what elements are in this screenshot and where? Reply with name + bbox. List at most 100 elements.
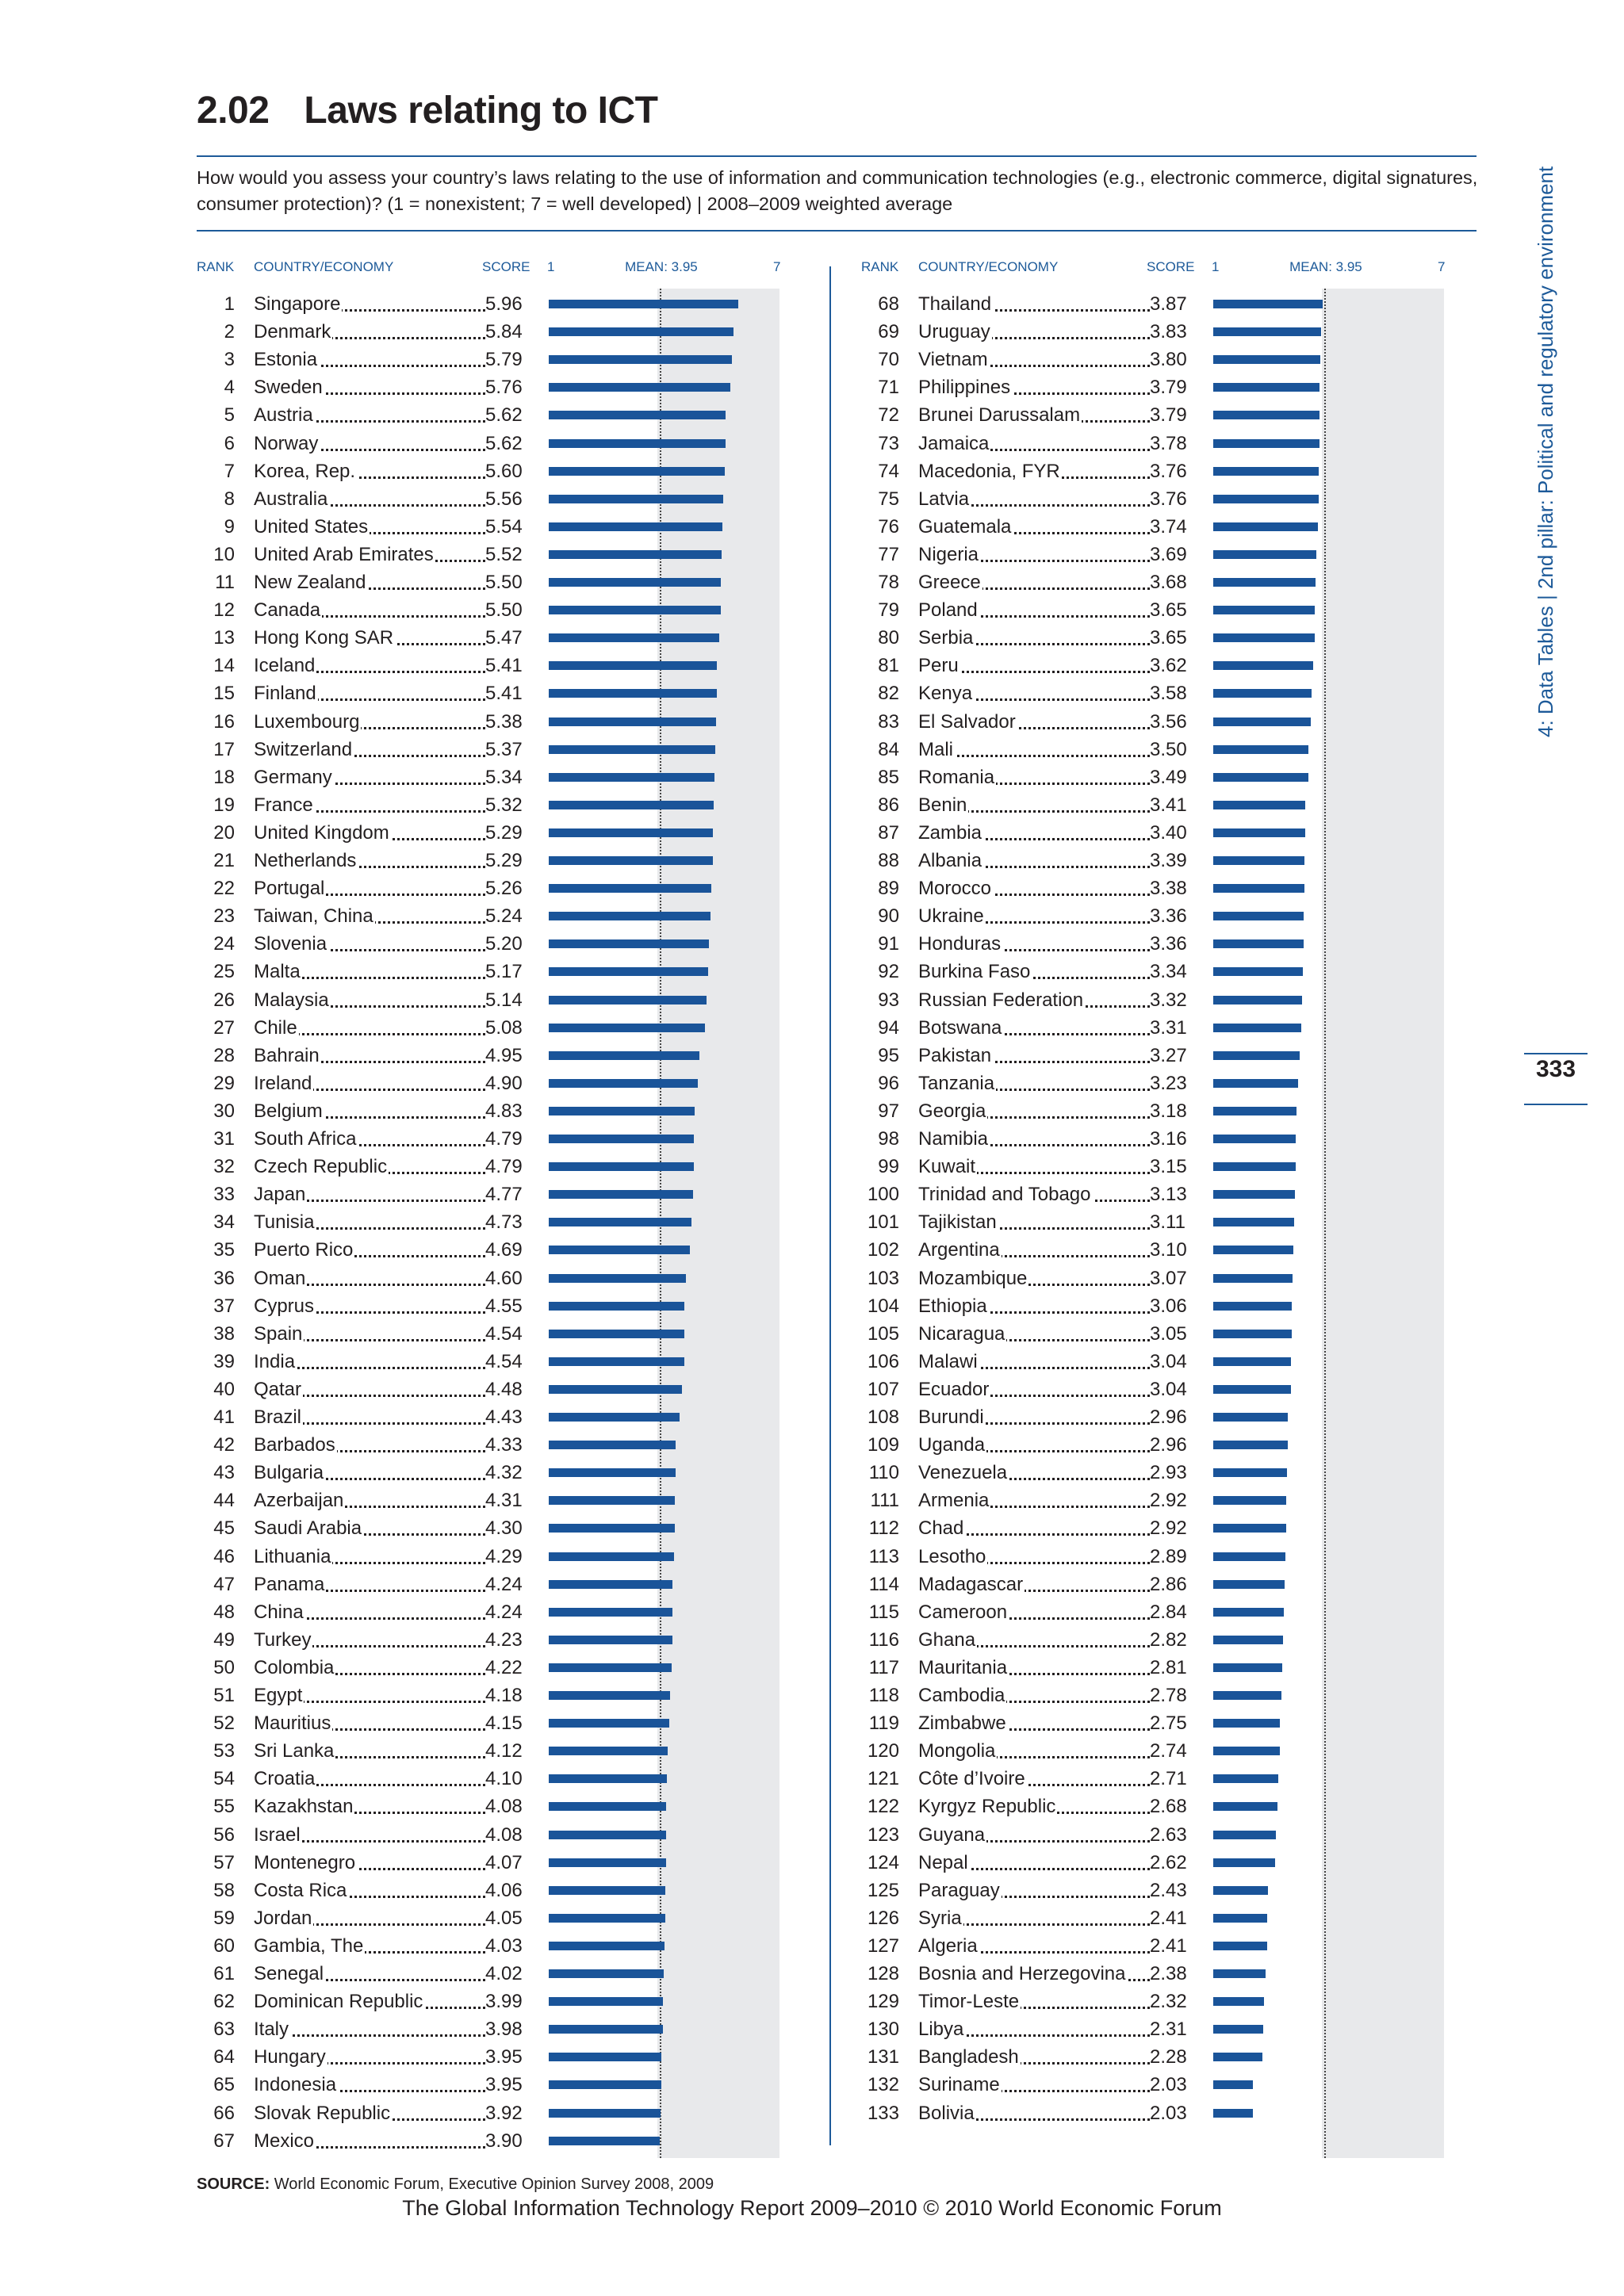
score-cell: 5.62 <box>485 404 523 427</box>
rank-cell: 1 <box>224 293 235 315</box>
score-cell: 4.32 <box>485 1462 523 1484</box>
country-name: Nepal <box>918 1851 970 1873</box>
country-name: Macedonia, FYR <box>918 460 1062 482</box>
country-name: South Africa <box>254 1128 358 1150</box>
table-row: 26 Malaysia 5.14 <box>197 986 779 1014</box>
table-row: 41 Brazil 4.43 <box>197 1403 779 1431</box>
country-name: Czech Republic <box>254 1156 389 1178</box>
score-bar <box>1213 1774 1279 1784</box>
country-cell: Honduras <box>918 930 1150 958</box>
table-row: 110 Venezuela 2.93 <box>861 1459 1444 1487</box>
table-row: 84 Mali 3.50 <box>861 736 1444 763</box>
country-cell: Lesotho <box>918 1543 1150 1571</box>
score-cell: 5.76 <box>485 377 523 399</box>
country-name: Kazakhstan <box>254 1796 355 1818</box>
score-cell: 5.29 <box>485 850 523 871</box>
score-bar <box>549 717 716 726</box>
table-row: 128 Bosnia and Herzegovina 2.38 <box>861 1960 1444 1988</box>
score-bar <box>1213 1078 1299 1088</box>
header-score: SCORE <box>482 259 530 274</box>
country-name: Serbia <box>918 627 975 649</box>
score-cell: 3.34 <box>1150 961 1187 983</box>
header-country: COUNTRY/ECONOMY <box>918 259 1059 274</box>
table-row: 85 Romania 3.49 <box>861 763 1444 791</box>
score-bar <box>549 549 722 559</box>
country-cell: United Arab Emirates <box>254 541 485 568</box>
country-cell: Georgia <box>918 1097 1150 1125</box>
country-cell: Senegal <box>254 1960 485 1988</box>
table-row: 11 New Zealand 5.50 <box>197 568 779 596</box>
country-name: Norway <box>254 432 320 454</box>
score-bar <box>549 411 726 420</box>
country-name: Taiwan, China <box>254 905 375 928</box>
rank-cell: 122 <box>867 1796 899 1818</box>
country-name: Jamaica <box>918 432 991 454</box>
rank-cell: 95 <box>878 1044 899 1066</box>
rank-cell: 40 <box>213 1378 235 1400</box>
table-row: 10 United Arab Emirates 5.52 <box>197 541 779 568</box>
country-name: Kuwait <box>918 1156 978 1178</box>
rank-cell: 9 <box>224 515 235 538</box>
score-bar <box>1213 2025 1264 2034</box>
source-text: World Economic Forum, Executive Opinion … <box>270 2175 714 2193</box>
rank-cell: 108 <box>867 1406 899 1428</box>
country-cell: Timor-Leste <box>918 1988 1150 2015</box>
country-name: Suriname <box>918 2074 1002 2096</box>
rank-cell: 44 <box>213 1490 235 1512</box>
country-cell: Cyprus <box>254 1292 485 1320</box>
country-name: Nicaragua <box>918 1322 1007 1345</box>
table-row: 66 Slovak Republic 3.92 <box>197 2099 779 2127</box>
score-cell: 3.31 <box>1150 1016 1187 1039</box>
score-bar <box>1213 1830 1276 1839</box>
rank-cell: 62 <box>213 1991 235 2013</box>
rank-cell: 118 <box>868 1685 899 1706</box>
header-mean: MEAN: 3.95 <box>625 259 698 274</box>
country-name: Malawi <box>918 1350 979 1372</box>
score-cell: 2.43 <box>1150 1879 1187 1901</box>
table-row: 49 Turkey 4.23 <box>197 1626 779 1654</box>
score-bar <box>1213 717 1312 726</box>
country-name: Turkey <box>254 1628 313 1651</box>
table-row: 126 Syria 2.41 <box>861 1904 1444 1932</box>
country-cell: United States <box>254 513 485 541</box>
score-cell: 5.50 <box>485 599 523 622</box>
country-name: Ethiopia <box>918 1295 989 1317</box>
score-cell: 4.33 <box>485 1434 523 1456</box>
country-name: Vietnam <box>918 349 990 371</box>
score-cell: 2.81 <box>1150 1656 1187 1678</box>
rank-cell: 129 <box>867 1991 899 2013</box>
country-name: Sri Lanka <box>254 1740 336 1762</box>
score-cell: 3.49 <box>1150 766 1187 788</box>
rank-cell: 81 <box>878 655 899 677</box>
rank-cell: 107 <box>867 1378 899 1400</box>
table-row: 59 Jordan 4.05 <box>197 1904 779 1932</box>
country-cell: Kazakhstan <box>254 1793 485 1820</box>
country-cell: Colombia <box>254 1654 485 1682</box>
country-cell: Indonesia <box>254 2071 485 2099</box>
table-row: 19 France 5.32 <box>197 791 779 819</box>
country-cell: Tunisia <box>254 1208 485 1236</box>
score-bar <box>1213 411 1320 420</box>
score-cell: 5.17 <box>485 961 523 983</box>
country-cell: Czech Republic <box>254 1153 485 1181</box>
country-name: Burkina Faso <box>918 961 1032 983</box>
country-name: Syria <box>918 1907 963 1929</box>
rank-cell: 100 <box>867 1184 899 1206</box>
table-row: 124 Nepal 2.62 <box>861 1849 1444 1877</box>
country-name: Zambia <box>918 821 984 844</box>
score-cell: 4.23 <box>485 1628 523 1651</box>
country-cell: Turkey <box>254 1626 485 1654</box>
country-name: Croatia <box>254 1768 317 1790</box>
score-bar <box>549 912 711 921</box>
country-cell: Tanzania <box>918 1070 1150 1097</box>
table-row: 89 Morocco 3.38 <box>861 874 1444 902</box>
score-cell: 3.95 <box>485 2046 523 2068</box>
country-cell: Namibia <box>918 1125 1150 1153</box>
rank-cell: 11 <box>215 572 235 593</box>
country-name: China <box>254 1601 305 1623</box>
score-cell: 3.78 <box>1150 432 1187 454</box>
table-row: 6 Norway 5.62 <box>197 430 779 457</box>
rank-cell: 60 <box>213 1934 235 1957</box>
rank-cell: 56 <box>213 1823 235 1846</box>
score-bar <box>1213 1162 1296 1172</box>
